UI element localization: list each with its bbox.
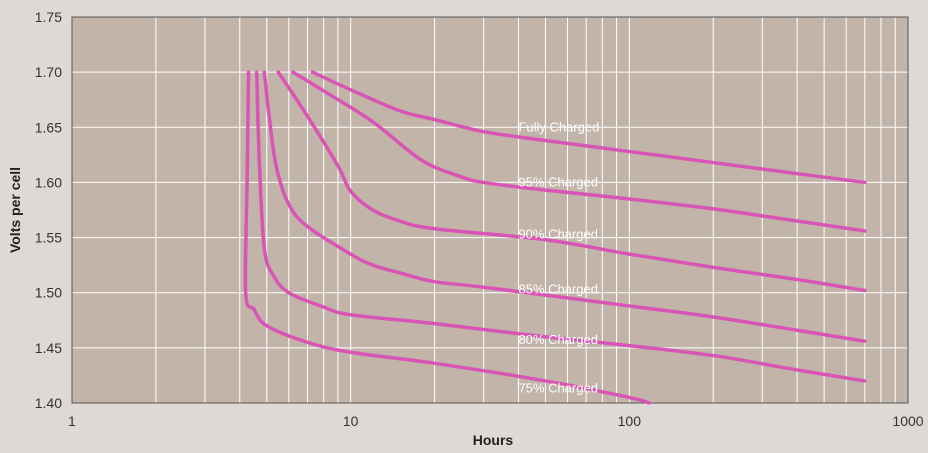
y-tick-label: 1.70 xyxy=(35,64,62,80)
series-label-3: 90% Charged xyxy=(518,226,598,241)
series-label-2: 95% Charged xyxy=(518,174,598,189)
y-tick-label: 1.45 xyxy=(35,340,62,356)
series-line-5 xyxy=(254,70,867,383)
series-line-4 xyxy=(262,70,867,343)
series-label-1: Fully Charged xyxy=(518,119,599,134)
y-tick-label: 1.65 xyxy=(35,119,62,135)
plot-area xyxy=(72,17,908,403)
series-line-3 xyxy=(276,70,867,293)
series-label-6: 75% Charged xyxy=(518,381,598,396)
y-tick-label: 1.55 xyxy=(35,230,62,246)
series-line-1 xyxy=(310,70,867,185)
y-axis-title: Volts per cell xyxy=(7,167,23,253)
y-tick-label: 1.50 xyxy=(35,285,62,301)
plot-frame xyxy=(71,16,909,404)
y-tick-label: 1.60 xyxy=(35,174,62,190)
x-tick-label: 1 xyxy=(68,413,76,429)
series-label-5: 80% Charged xyxy=(518,332,598,347)
x-tick-label: 100 xyxy=(618,413,642,429)
y-tick-label: 1.40 xyxy=(35,395,62,411)
x-tick-label: 1000 xyxy=(892,413,923,429)
series-label-4: 85% Charged xyxy=(518,281,598,296)
x-tick-label: 10 xyxy=(343,413,359,429)
x-axis-title: Hours xyxy=(473,432,514,448)
series-line-2 xyxy=(291,70,867,233)
series-line-6 xyxy=(243,70,652,405)
y-tick-label: 1.75 xyxy=(35,9,62,25)
